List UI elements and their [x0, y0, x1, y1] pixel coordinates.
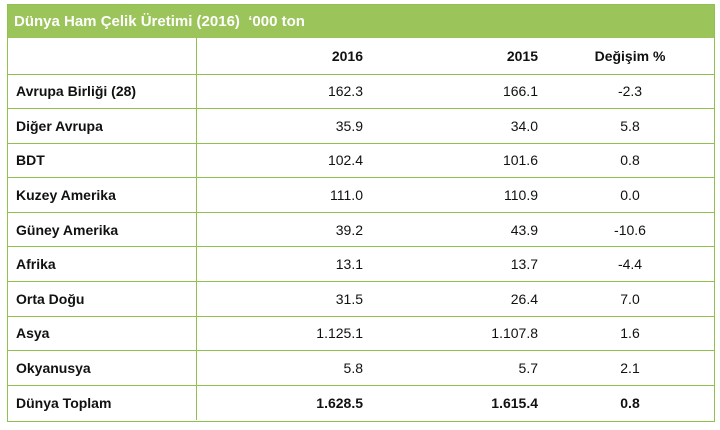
steel-production-table: Dünya Ham Çelik Üretimi (2016) ‘000 ton …	[7, 4, 715, 422]
total-2016-cell: 1.628.5	[316, 394, 363, 411]
value-2015-cell: 26.4	[371, 281, 546, 317]
value-2015-cell: 34.0	[371, 108, 546, 144]
table-row: Kuzey Amerika 111.0 110.9 0.0	[8, 177, 714, 213]
value-2016-cell: 111.0	[196, 177, 371, 213]
value-2015-cell: 101.6	[371, 143, 546, 179]
value-2015-cell: 43.9	[371, 212, 546, 248]
value-2016-cell: 39.2	[196, 212, 371, 248]
change-cell: 7.0	[546, 281, 714, 317]
table-row: Orta Doğu 31.5 26.4 7.0	[8, 281, 714, 317]
region-cell: Diğer Avrupa	[8, 108, 197, 144]
data-table: 2016 2015 Değişim % Avrupa Birliği (28) …	[8, 38, 714, 420]
table-title: Dünya Ham Çelik Üretimi (2016) ‘000 ton	[8, 5, 714, 38]
change-cell: 2.1	[546, 350, 714, 386]
value-2015-cell: 1.107.8	[371, 316, 546, 352]
change-cell: 1.6	[546, 316, 714, 352]
table-row: Asya 1.125.1 1.107.8 1.6	[8, 316, 714, 352]
change-cell: 0.8	[546, 143, 714, 179]
table-row: Afrika 13.1 13.7 -4.4	[8, 246, 714, 283]
region-cell: Asya	[8, 316, 197, 352]
header-change: Değişim %	[546, 38, 714, 75]
total-2015-cell: 1.615.4	[491, 394, 538, 411]
value-2016-cell: 102.4	[196, 143, 371, 179]
value-2016-cell: 162.3	[196, 74, 371, 110]
change-cell: -4.4	[546, 246, 714, 283]
region-cell: BDT	[8, 143, 197, 179]
change-cell: -10.6	[546, 212, 714, 248]
header-2015: 2015	[371, 38, 546, 75]
value-2016-cell: 35.9	[196, 108, 371, 144]
region-cell: Kuzey Amerika	[8, 177, 197, 213]
region-cell: Güney Amerika	[8, 212, 197, 248]
value-2016-cell: 13.1	[196, 246, 371, 283]
value-2015-cell: 5.7	[371, 350, 546, 386]
value-2016-cell: 5.8	[196, 350, 371, 386]
value-2015-cell: 13.7	[371, 246, 546, 283]
value-2016-cell: 31.5	[196, 281, 371, 317]
region-cell: Avrupa Birliği (28)	[8, 74, 197, 110]
header-row: 2016 2015 Değişim %	[8, 38, 714, 75]
total-region-cell: Dünya Toplam	[8, 385, 197, 420]
value-2015-cell: 110.9	[371, 177, 546, 213]
region-cell: Afrika	[8, 246, 197, 283]
total-change-cell: 0.8	[620, 394, 640, 411]
change-cell: -2.3	[546, 74, 714, 110]
table-row: Avrupa Birliği (28) 162.3 166.1 -2.3	[8, 74, 714, 110]
table-row: Okyanusya 5.8 5.7 2.1	[8, 350, 714, 386]
region-cell: Orta Doğu	[8, 281, 197, 317]
table-row: Güney Amerika 39.2 43.9 -10.6	[8, 212, 714, 248]
change-cell: 0.0	[546, 177, 714, 213]
region-cell: Okyanusya	[8, 350, 197, 386]
change-cell: 5.8	[546, 108, 714, 144]
header-2016: 2016	[196, 38, 371, 75]
table-row: Diğer Avrupa 35.9 34.0 5.8	[8, 108, 714, 144]
total-row: Dünya Toplam 1.628.5 1.615.4 0.8	[8, 385, 714, 420]
table-row: BDT 102.4 101.6 0.8	[8, 143, 714, 179]
header-region	[8, 38, 197, 75]
value-2015-cell: 166.1	[371, 74, 546, 110]
value-2016-cell: 1.125.1	[196, 316, 371, 352]
